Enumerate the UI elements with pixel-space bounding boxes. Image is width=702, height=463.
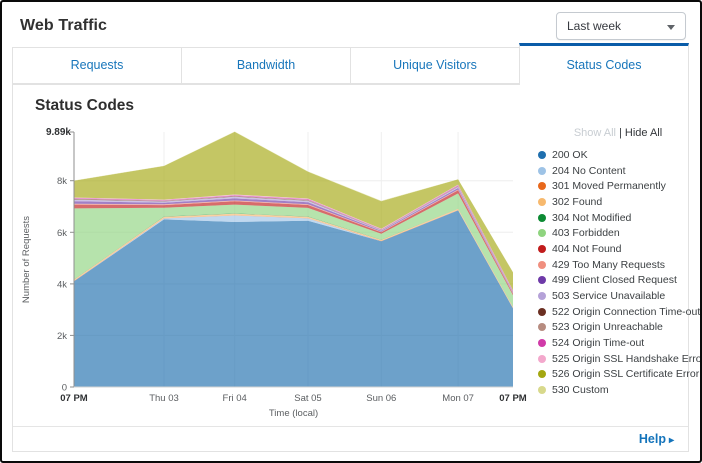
legend-item[interactable]: 530 Custom [538,382,698,398]
legend-label: 304 Not Modified [552,211,632,224]
legend-label: 204 No Content [552,164,626,177]
legend-item[interactable]: 200 OK [538,147,698,163]
legend-dot-icon [538,307,546,316]
legend-label: 499 Client Closed Request [552,274,677,287]
svg-text:8k: 8k [57,176,67,187]
widget-title: Web Traffic [20,17,108,34]
legend-separator: | [619,127,622,139]
legend-label: 526 Origin SSL Certificate Error [552,368,700,381]
legend-item[interactable]: 429 Too Many Requests [538,257,698,273]
legend-item[interactable]: 523 Origin Unreachable [538,320,698,336]
legend-dot-icon [538,354,546,363]
legend-item[interactable]: 404 Not Found [538,241,698,257]
status-codes-chart-canvas: 0 2k 4k 6k 8k 9.89k 07 PM Thu 03 Fri 04 Sat 05 Sun… [21,127,527,419]
legend-dot-icon [538,260,546,269]
legend-items: 200 OK 204 No Content 301 Moved Permanentl… [538,147,701,398]
legend-item[interactable]: 525 Origin SSL Handshake Error [538,351,700,367]
help-arrow-icon: ▸ [668,435,674,446]
svg-text:Sat 05: Sat 05 [294,393,321,404]
widget-header: Web Traffic Last week [20,12,688,42]
legend-label: 301 Moved Permanently [552,180,666,193]
svg-text:Fri 04: Fri 04 [223,393,247,404]
help-link[interactable]: Help ▸ [639,432,674,446]
area-series-526 [74,131,513,291]
legend-dot-icon [538,276,546,285]
legend-item[interactable]: 524 Origin Time-out [538,335,698,351]
legend-dot-icon [538,150,546,159]
time-range-value: Last week [567,19,622,33]
legend-dot-icon [538,370,546,379]
legend-item[interactable]: 304 Not Modified [538,210,698,226]
svg-text:Mon 07: Mon 07 [442,393,474,404]
legend-label: 403 Forbidden [552,227,620,240]
chevron-down-icon [667,25,675,30]
legend-item[interactable]: 204 No Content [538,163,698,179]
legend-item[interactable]: 522 Origin Connection Time-out [538,304,701,320]
svg-text:6k: 6k [57,228,67,239]
svg-text:4k: 4k [57,279,67,290]
tab-status-codes[interactable]: Status Codes [519,43,689,85]
legend-label: 429 Too Many Requests [552,258,666,271]
svg-text:Number of Requests: Number of Requests [21,216,32,303]
svg-text:2k: 2k [57,331,67,342]
legend-label: 503 Service Unavailable [552,290,666,303]
legend-dot-icon [538,166,546,175]
show-all-link[interactable]: Show All [573,127,617,139]
legend-label: 200 OK [552,148,588,161]
tab-unique-visitors[interactable]: Unique Visitors [350,47,520,84]
legend-dot-icon [538,386,546,395]
time-range-select[interactable]: Last week [556,12,686,40]
legend-dot-icon [538,244,546,253]
hide-all-link[interactable]: Hide All [624,127,663,139]
legend-dot-icon [538,197,546,206]
legend-item[interactable]: 499 Client Closed Request [538,273,698,289]
legend-item[interactable]: 403 Forbidden [538,225,698,241]
legend-label: 302 Found [552,195,603,208]
help-label: Help [638,432,666,446]
legend-dot-icon [538,339,546,348]
tab-bandwidth[interactable]: Bandwidth [181,47,351,84]
legend-label: 404 Not Found [552,242,622,255]
legend-dot-icon [538,292,546,301]
legend-item[interactable]: 301 Moved Permanently [538,178,698,194]
svg-text:Sun 06: Sun 06 [366,393,396,404]
status-codes-panel: Status Codes 0 2k 4k 6k 8k 9.89k 07 PM Thu 03 Fr… [12,84,700,452]
legend-item[interactable]: 503 Service Unavailable [538,288,698,304]
tab-requests[interactable]: Requests [12,47,182,84]
tab-bar: Requests Bandwidth Unique Visitors Statu… [12,43,689,85]
legend-controls: Show All | Hide All [538,127,698,139]
legend-label: 523 Origin Unreachable [552,321,663,334]
legend-label: 522 Origin Connection Time-out [552,305,701,318]
area-series-200 [74,210,513,387]
svg-text:07 PM: 07 PM [499,393,527,404]
legend-label: 524 Origin Time-out [552,337,645,350]
panel-footer: Help ▸ [13,426,688,451]
legend-item[interactable]: 526 Origin SSL Certificate Error [538,367,700,383]
legend-dot-icon [538,213,546,222]
svg-text:0: 0 [62,383,67,394]
legend-dot-icon [538,182,546,191]
legend-dot-icon [538,229,546,238]
svg-text:9.89k: 9.89k [46,127,71,138]
legend-item[interactable]: 302 Found [538,194,698,210]
legend-label: 525 Origin SSL Handshake Error [552,352,702,365]
chart-title: Status Codes [35,97,135,114]
legend-label: 530 Custom [552,384,609,397]
svg-text:Time (local): Time (local) [269,408,318,419]
chart-legend: Show All | Hide All 200 OK 204 No Content 30… [538,127,701,398]
svg-text:Thu 03: Thu 03 [149,393,179,404]
legend-dot-icon [538,323,546,332]
svg-text:07 PM: 07 PM [60,393,88,404]
